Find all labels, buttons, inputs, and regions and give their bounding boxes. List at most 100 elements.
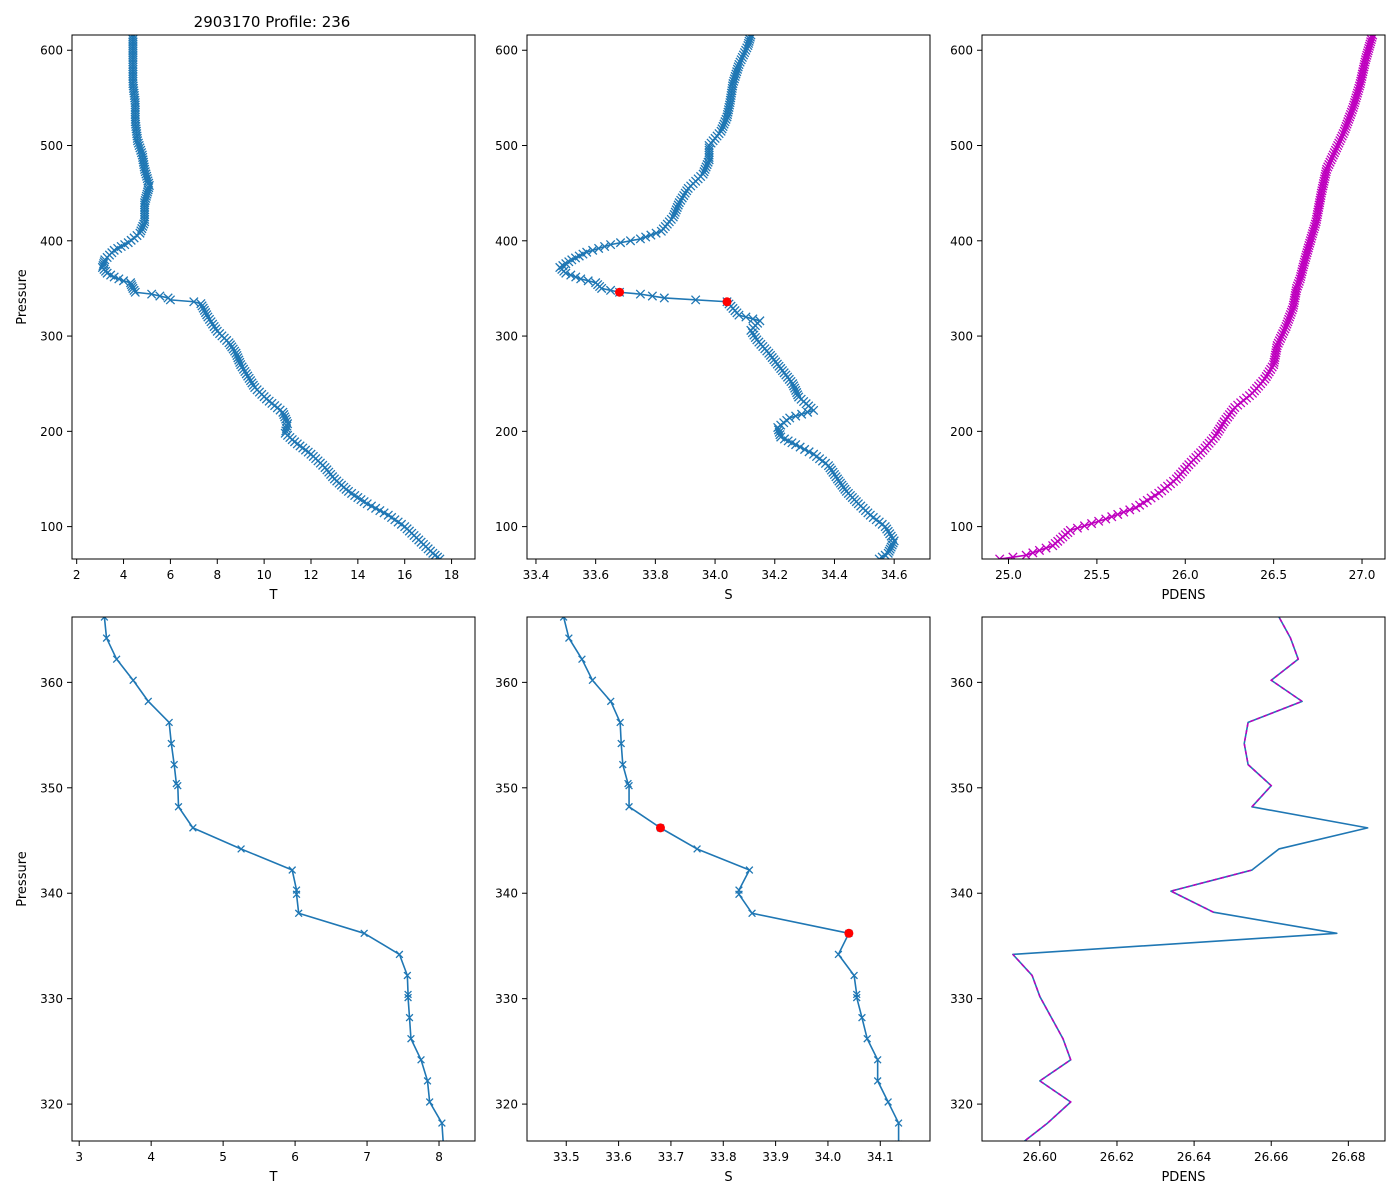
data-point-marker: [189, 824, 197, 832]
y-tick-label: 100: [950, 520, 973, 534]
data-point-marker: [170, 760, 179, 769]
x-tick-label: 26.5: [1260, 568, 1287, 582]
data-point-marker: [704, 143, 714, 153]
data-point-marker: [147, 289, 157, 299]
data-point-marker: [1336, 133, 1346, 144]
y-tick-label: 500: [495, 139, 518, 153]
axes-frame: [981, 616, 1386, 1142]
axes-frame: [981, 34, 1386, 560]
x-tick-label: 34.6: [881, 568, 908, 582]
data-point-marker: [635, 234, 646, 244]
data-point-marker: [128, 37, 138, 47]
data-point-marker: [1107, 512, 1117, 522]
data-point-marker: [736, 55, 746, 65]
data-point-marker: [1324, 159, 1334, 170]
data-point-marker: [1328, 150, 1338, 160]
data-point-marker: [1342, 119, 1352, 129]
data-point-marker: [646, 230, 656, 240]
y-tick-label: 320: [495, 1098, 518, 1112]
data-point-marker: [745, 866, 754, 874]
data-point-marker: [1344, 114, 1354, 124]
data-point-marker: [737, 52, 747, 63]
data-point-marker: [700, 164, 710, 174]
x-tick-label: 26.62: [1100, 1150, 1134, 1164]
data-point-marker: [1346, 107, 1357, 117]
x-axis-label: T: [269, 1170, 278, 1185]
data-point-marker: [1119, 507, 1129, 517]
data-point-marker: [606, 697, 615, 706]
data-point-marker: [438, 1119, 446, 1127]
data-point-marker: [789, 381, 799, 391]
data-point-marker: [894, 1119, 903, 1127]
data-point-marker: [701, 162, 711, 172]
data-point-marker: [745, 35, 755, 42]
data-point-marker: [129, 676, 138, 685]
y-tick-label: 350: [495, 781, 518, 795]
dashed-segment: [1243, 617, 1304, 808]
data-point-marker: [1282, 319, 1292, 329]
data-point-marker: [739, 47, 750, 58]
data-point-marker: [625, 802, 633, 811]
x-tick-label: 33.6: [582, 568, 609, 582]
data-point-marker: [1276, 331, 1287, 341]
data-point-marker: [693, 845, 701, 853]
x-tick-label: 34.1: [867, 1150, 894, 1164]
data-point-marker: [593, 243, 604, 254]
data-point-marker: [128, 39, 138, 49]
data-point-marker: [1065, 525, 1076, 536]
y-axis-label: Pressure: [15, 851, 30, 907]
x-tick-label: 8: [213, 568, 221, 582]
data-point-marker: [571, 272, 581, 282]
y-tick-label: 360: [950, 676, 973, 690]
data-point-marker: [995, 554, 1005, 559]
y-tick-label: 300: [950, 330, 973, 344]
data-point-marker: [734, 59, 744, 70]
data-point-marker: [741, 312, 751, 322]
data-point-marker: [785, 413, 795, 423]
plot-area: [1012, 617, 1369, 1141]
subplot-bottom-temperature: 3 4 5 6 7 8 320 330 340 350 360 T Pressure: [15, 616, 476, 1185]
x-tick-label: 14: [350, 568, 365, 582]
data-point-marker: [647, 291, 658, 301]
data-point-marker: [128, 35, 138, 40]
y-tick-label: 360: [40, 676, 63, 690]
x-tick-label: 6: [291, 1150, 299, 1164]
highlight-point: [655, 823, 665, 833]
x-tick-label: 33.6: [605, 1150, 632, 1164]
y-tick-label: 100: [495, 520, 518, 534]
data-point-marker: [1367, 35, 1377, 42]
data-point-marker: [128, 55, 138, 65]
data-point-marker: [720, 117, 730, 127]
data-point-marker: [718, 121, 728, 132]
data-point-marker: [605, 239, 616, 250]
y-tick-label: 300: [495, 330, 518, 344]
data-point-marker: [565, 634, 573, 642]
data-point-marker: [102, 634, 111, 642]
y-tick-label: 400: [40, 234, 63, 248]
data-point-marker: [1284, 312, 1295, 322]
data-point-marker: [155, 291, 165, 301]
data-point-marker: [1041, 543, 1051, 553]
data-point-marker: [128, 48, 138, 58]
data-point-marker: [746, 35, 756, 40]
data-point-marker: [232, 350, 242, 361]
data-point-marker: [641, 232, 651, 242]
data-point-marker: [1343, 117, 1353, 127]
data-point-marker: [1281, 321, 1291, 332]
data-point-marker: [407, 1034, 415, 1043]
x-tick-label: 7: [363, 1150, 371, 1164]
x-tick-label: 27.0: [1349, 568, 1376, 582]
data-point-marker: [673, 200, 683, 210]
data-point-marker: [1279, 326, 1289, 336]
data-point-marker: [755, 316, 765, 326]
data-point-marker: [576, 274, 586, 284]
y-tick-label: 300: [40, 330, 63, 344]
data-point-marker: [100, 617, 109, 621]
data-point-marker: [1284, 314, 1294, 325]
data-point-marker: [1021, 550, 1031, 559]
y-tick-label: 200: [40, 425, 63, 439]
series-0: [1012, 617, 1369, 1141]
x-tick-label: 34.0: [702, 568, 729, 582]
x-axis-label: S: [724, 1170, 732, 1185]
